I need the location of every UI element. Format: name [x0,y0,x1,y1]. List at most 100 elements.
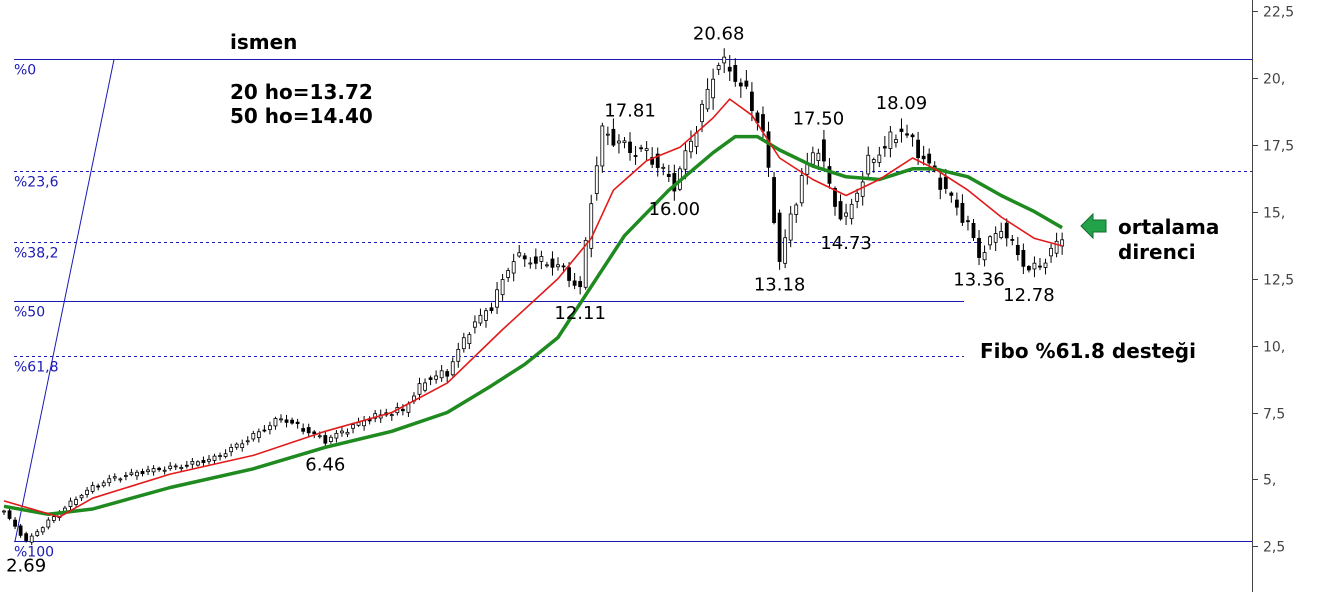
y-tick-label: 10, [1263,340,1285,356]
candle-body [633,155,638,157]
candle-body [68,500,73,507]
candle-body [921,155,926,160]
candle-body [428,377,433,380]
candle-body [822,139,826,162]
candle-body [772,177,776,223]
candle-body [545,264,549,267]
candle-body [877,154,882,163]
y-tick-label: 2,5 [1263,540,1285,556]
candle-body [816,152,821,161]
candle-body [245,440,250,443]
y-tick-label: 5, [1263,473,1276,489]
candle-body [229,447,234,453]
ma50-line [3,134,1063,517]
price-label: 13.36 [953,270,1005,291]
candle-body [711,78,716,99]
candle-body [96,485,101,488]
candle-body [107,478,112,484]
candle-body [195,461,200,466]
candle-body [583,239,588,288]
candle-body [101,482,106,487]
candle-body [533,256,538,264]
candle-body [268,425,272,430]
candle-body [927,153,932,164]
price-label: 12.11 [554,303,606,324]
fib-level-label: %38,2 [14,246,58,262]
candle-body [461,337,466,350]
candle-body [317,435,322,438]
candle-body [201,460,206,463]
candle-body [1027,266,1031,271]
candle-body [290,419,294,424]
candle-body [240,443,245,449]
candle-body [29,535,34,543]
candle-body [605,133,610,136]
candle-body [977,237,981,258]
candle-body [738,82,743,87]
candle-body [988,236,993,246]
candle-body [500,279,505,296]
candle-body [13,519,17,527]
y-tick-label: 20, [1263,72,1285,88]
candle-body [982,252,987,261]
candle-body [151,468,156,473]
candle-body [362,420,367,427]
candle-body [567,267,571,281]
candle-body [1015,244,1020,256]
candle-body [489,307,494,311]
fib-level-label: %23,6 [14,175,59,191]
candle-body [351,424,355,429]
candle-body [74,499,78,505]
candle-body [943,176,948,189]
price-label: 13.18 [754,274,806,295]
candle-body [844,212,848,217]
candle-body [683,150,688,170]
candle-body [689,140,693,153]
candle-body [345,431,350,435]
candle-body [450,361,455,376]
candle-body [556,264,560,268]
candle-body [517,252,522,257]
candle-body [600,125,605,167]
candle-body [905,133,909,136]
candle-body [788,213,793,241]
candle-body [833,187,837,207]
price-label: 6.46 [305,454,345,475]
candle-body [894,139,898,144]
candle-body [866,154,871,175]
candle-body [666,173,671,177]
candle-body [594,165,599,194]
candle-body [810,152,815,165]
candle-body [550,258,555,268]
candle-body [1049,247,1053,257]
candle-body [855,192,860,202]
fib-level-label: %61,8 [14,360,58,376]
candle-body [888,131,893,149]
candle-body [971,222,976,239]
candle-body [328,436,333,442]
candle-body [572,280,577,286]
candle-body [262,429,267,432]
ticker-label: ismen [230,30,298,54]
candle-body [860,181,865,197]
candle-body [112,476,117,479]
candle-body [190,461,195,465]
candle-body [589,203,594,249]
candle-body [495,289,499,308]
candle-body [561,265,566,268]
candle-body [899,128,904,132]
candle-body [622,140,627,143]
candle-body [334,432,339,439]
candle-body [218,455,222,457]
candle-body [162,469,167,472]
candle-body [168,465,173,469]
candle-body [323,435,328,444]
candle-body [938,177,943,190]
candle-body [910,134,915,138]
candle-body [506,270,511,278]
price-label: 20.68 [693,23,745,44]
annotation-ortalama: ortalama [1118,215,1220,239]
price-label: 2.69 [6,555,46,576]
price-label: 17.50 [793,109,845,130]
ma20-label: 20 ho=13.72 [230,80,373,104]
